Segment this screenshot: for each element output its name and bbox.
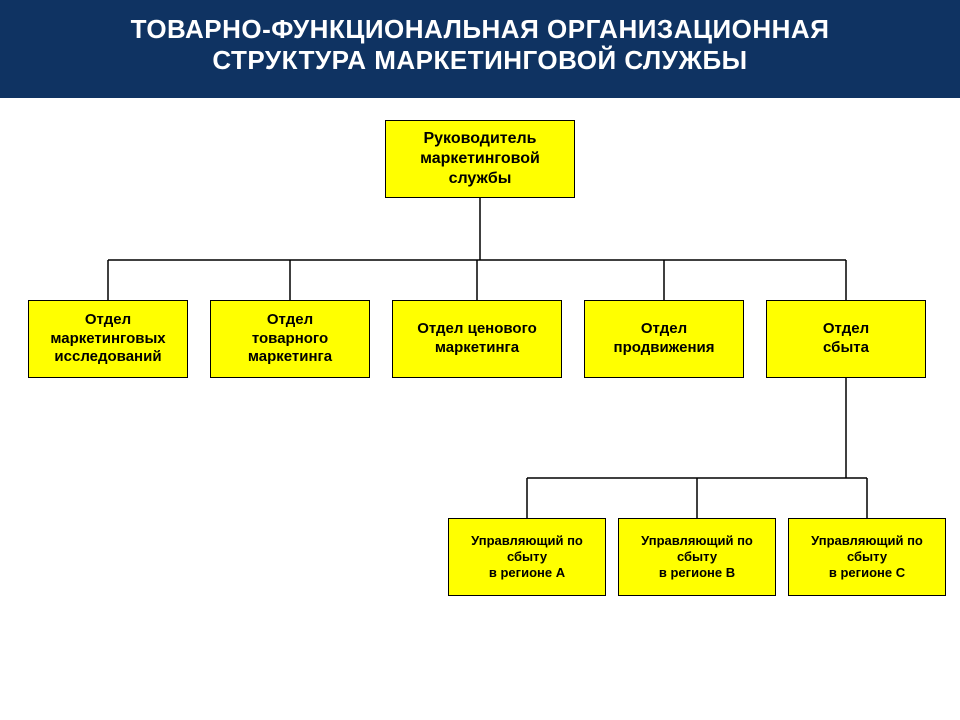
org-node-label: Отдел ценового маркетинга (417, 320, 537, 358)
org-node-d4: Отдел продвижения (584, 300, 744, 378)
title-line-1: ТОВАРНО-ФУНКЦИОНАЛЬНАЯ ОРГАНИЗАЦИОННАЯ (20, 14, 940, 45)
title-line-2: СТРУКТУРА МАРКЕТИНГОВОЙ СЛУЖБЫ (20, 45, 940, 76)
org-node-r1: Управляющий по сбыту в регионе А (448, 518, 606, 596)
org-node-label: Отдел маркетинговых исследований (50, 311, 165, 367)
org-node-d3: Отдел ценового маркетинга (392, 300, 562, 378)
org-node-label: Управляющий по сбыту в регионе А (471, 533, 583, 582)
org-node-label: Управляющий по сбыту в регионе В (641, 533, 753, 582)
org-node-d2: Отдел товарного маркетинга (210, 300, 370, 378)
org-node-label: Руководитель маркетинговой службы (420, 129, 540, 189)
org-node-r2: Управляющий по сбыту в регионе В (618, 518, 776, 596)
org-node-label: Управляющий по сбыту в регионе С (811, 533, 923, 582)
org-node-d1: Отдел маркетинговых исследований (28, 300, 188, 378)
org-node-root: Руководитель маркетинговой службы (385, 120, 575, 198)
org-node-label: Отдел сбыта (823, 320, 869, 358)
slide-header: ТОВАРНО-ФУНКЦИОНАЛЬНАЯ ОРГАНИЗАЦИОННАЯ С… (0, 0, 960, 98)
org-node-label: Отдел продвижения (614, 320, 715, 358)
org-chart: Руководитель маркетинговой службы Отдел м… (0, 98, 960, 720)
org-node-label: Отдел товарного маркетинга (248, 311, 332, 367)
org-node-d5: Отдел сбыта (766, 300, 926, 378)
org-node-r3: Управляющий по сбыту в регионе С (788, 518, 946, 596)
